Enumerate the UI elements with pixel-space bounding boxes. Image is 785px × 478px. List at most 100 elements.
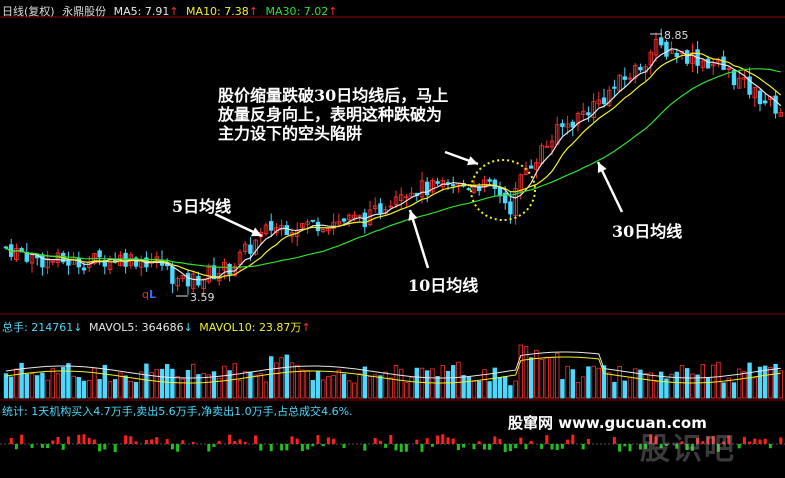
candle-body <box>565 123 570 128</box>
chart-grid <box>0 16 785 445</box>
volume-bar <box>534 349 539 399</box>
candle-body <box>711 63 716 67</box>
price-header: 日线(复权) 永鼎股份 MA5: 7.91↑ MA10: 7.38↑ MA30:… <box>2 3 337 19</box>
volume-bar <box>575 382 581 399</box>
price-low-label: 3.59 <box>190 291 215 304</box>
volume-bar <box>55 373 61 399</box>
volume-bar <box>159 368 165 399</box>
flow-bar <box>560 444 564 449</box>
candle-body <box>497 186 503 197</box>
volume-bar <box>560 379 565 399</box>
volume-bar <box>398 368 404 399</box>
candle-body <box>320 229 326 233</box>
volume-bar <box>404 382 409 399</box>
flow-bar <box>649 434 653 444</box>
volume-bar <box>633 368 638 399</box>
candle-body <box>45 257 50 269</box>
candle-body <box>253 239 258 255</box>
trap-annotation-line: 股价缩量跌破30日均线后，马上 <box>218 86 449 105</box>
candle-body <box>778 111 783 117</box>
annotation-arrows <box>176 33 662 297</box>
volume-bar <box>274 362 279 399</box>
flow-bar <box>638 444 642 450</box>
volume-bar <box>362 366 367 399</box>
flow-bar <box>243 441 247 444</box>
volume-bar <box>638 369 643 399</box>
volume-bar <box>71 375 76 399</box>
flow-bar <box>87 437 91 444</box>
volume-bar <box>8 376 14 399</box>
volume-bar <box>383 371 388 399</box>
volume-bar <box>716 361 721 399</box>
trap-annotation: 股价缩量跌破30日均线后，马上 放量反身向上，表明这种跌破为 主力设下的空头陷阱 <box>218 86 448 143</box>
flow-bar <box>77 434 81 444</box>
flow-bar <box>701 441 705 444</box>
candle-body <box>492 179 497 189</box>
ma10-arrow <box>408 209 430 269</box>
candle-body <box>66 259 71 266</box>
volume-bar <box>24 373 29 399</box>
flow-bar <box>514 444 518 449</box>
volume-value: 214761 <box>31 321 74 334</box>
flow-bar <box>181 440 185 444</box>
flow-bar <box>488 444 492 450</box>
moving-average-lines <box>5 48 782 281</box>
candle-body <box>581 110 586 115</box>
candle-body <box>55 252 61 263</box>
volume-bar <box>263 381 269 399</box>
candle-body <box>721 56 726 70</box>
flow-bar <box>404 444 408 452</box>
flow-bar <box>659 444 663 449</box>
low-marker: qL <box>142 288 156 301</box>
volume-bar <box>440 365 445 399</box>
flow-bar <box>254 435 258 444</box>
candle-body <box>393 196 399 205</box>
volume-bar <box>133 381 139 399</box>
candle-body <box>685 50 690 64</box>
volume-bar <box>29 373 35 399</box>
candle-body <box>763 100 768 104</box>
ma5-arrow-head <box>251 227 262 237</box>
volume-bar <box>565 365 570 399</box>
volume-bar <box>570 369 575 399</box>
volume-bar <box>523 346 529 399</box>
volume-bar <box>476 380 482 399</box>
volume-bar <box>320 379 326 399</box>
volume-bar <box>123 375 128 399</box>
trap-annotation-line: 放量反身向上，表明这种跌破为 <box>218 105 443 124</box>
flow-bar <box>566 439 570 444</box>
volume-bar <box>555 352 560 399</box>
flow-bar <box>384 444 388 448</box>
volume-bar <box>19 362 24 399</box>
flow-bar <box>425 438 429 444</box>
volume-bar <box>216 377 222 399</box>
volume-bar <box>695 374 700 399</box>
flow-bar <box>363 444 367 451</box>
volume-bar <box>201 373 206 399</box>
flow-bar <box>285 444 289 451</box>
flow-bar <box>737 444 741 449</box>
candle-body <box>97 250 102 258</box>
flow-bar <box>40 444 44 448</box>
candle-body <box>196 276 201 286</box>
flow-bar <box>675 444 679 449</box>
volume-bar <box>549 357 555 399</box>
mavol10-line <box>5 356 781 384</box>
candle-body <box>638 66 643 71</box>
flow-bar <box>150 439 154 444</box>
volume-bar <box>180 378 185 399</box>
mavol5-value: 364686 <box>141 321 184 334</box>
mavol5-line <box>5 351 781 379</box>
volume-bar <box>700 364 705 399</box>
candle-body <box>40 254 45 268</box>
volume-bar <box>326 376 331 399</box>
volume-bar <box>310 380 315 399</box>
flow-bar <box>66 436 70 444</box>
flow-bar <box>581 444 585 450</box>
flow-bar <box>129 436 133 444</box>
flow-bar <box>165 439 169 444</box>
candle-body <box>24 251 29 262</box>
volume-bar <box>731 382 737 399</box>
flow-bar <box>170 444 174 450</box>
flow-bar <box>51 440 55 444</box>
